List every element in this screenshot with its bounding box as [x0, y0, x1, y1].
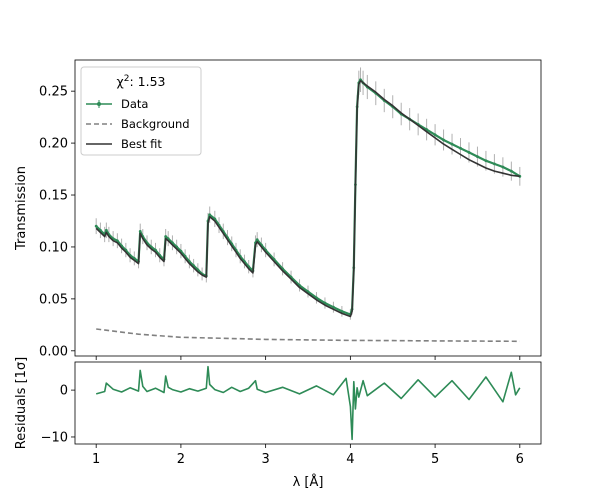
axes-frame — [74, 59, 542, 357]
x-axis-label: λ [Å] — [293, 474, 324, 490]
x-tick-label: 2 — [177, 452, 185, 467]
data-point — [509, 169, 513, 173]
data-point — [467, 151, 471, 154]
y-tick-label: 0.25 — [39, 85, 68, 100]
residuals-plot-panel: 0 −10 1 2 3 4 5 6 Residuals [1σ] λ [Å] — [14, 357, 542, 490]
data-point — [476, 155, 479, 158]
y-tick-label: 0.10 — [39, 240, 68, 255]
y-tick-label: 0 — [60, 384, 68, 399]
data-point — [442, 138, 445, 142]
data-point — [94, 224, 98, 228]
y-tick-label: 0.00 — [39, 344, 68, 359]
background-series-line — [96, 328, 520, 343]
residuals-series-line — [95, 365, 521, 441]
data-point — [501, 165, 505, 169]
residuals-y-axis-label: Residuals [1σ] — [14, 357, 29, 449]
data-point — [104, 228, 108, 232]
data-point — [255, 238, 259, 242]
x-tick-label: 5 — [431, 452, 439, 467]
data-point — [493, 162, 496, 166]
legend-label: Background — [121, 117, 190, 131]
legend-title: χ2: 1.53 — [117, 74, 166, 89]
y-tick-label: −10 — [41, 430, 68, 445]
best-fit-series-line — [95, 80, 520, 318]
legend: χ2: 1.53 Data Background Best fit — [80, 66, 202, 156]
x-tick-label: 4 — [346, 452, 354, 467]
data-point — [208, 213, 212, 217]
legend-box — [80, 66, 202, 156]
data-point — [433, 133, 437, 137]
data-point — [332, 305, 335, 309]
legend-label: Data — [121, 97, 148, 111]
data-point — [115, 239, 119, 243]
x-tick-label: 1 — [92, 452, 100, 467]
y-tick-label: 0.05 — [39, 292, 68, 307]
y-tick-label: 0.15 — [39, 189, 68, 204]
data-point — [164, 235, 168, 238]
data-point — [340, 309, 344, 313]
x-tick-label: 6 — [516, 452, 524, 467]
main-plot-panel: 0.00 0.05 0.10 0.15 0.20 0.25 Transmission χ2: … — [14, 59, 542, 360]
data-point — [484, 159, 488, 163]
legend-label: Best fit — [121, 137, 162, 151]
data-point — [450, 142, 454, 146]
y-tick-label: 0.20 — [39, 137, 68, 152]
x-tick-label: 3 — [261, 452, 269, 467]
axes-frame — [74, 361, 542, 445]
y-axis-label: Transmission — [14, 166, 29, 251]
data-point — [323, 301, 327, 305]
data-point — [459, 146, 462, 150]
data-point — [138, 229, 142, 233]
